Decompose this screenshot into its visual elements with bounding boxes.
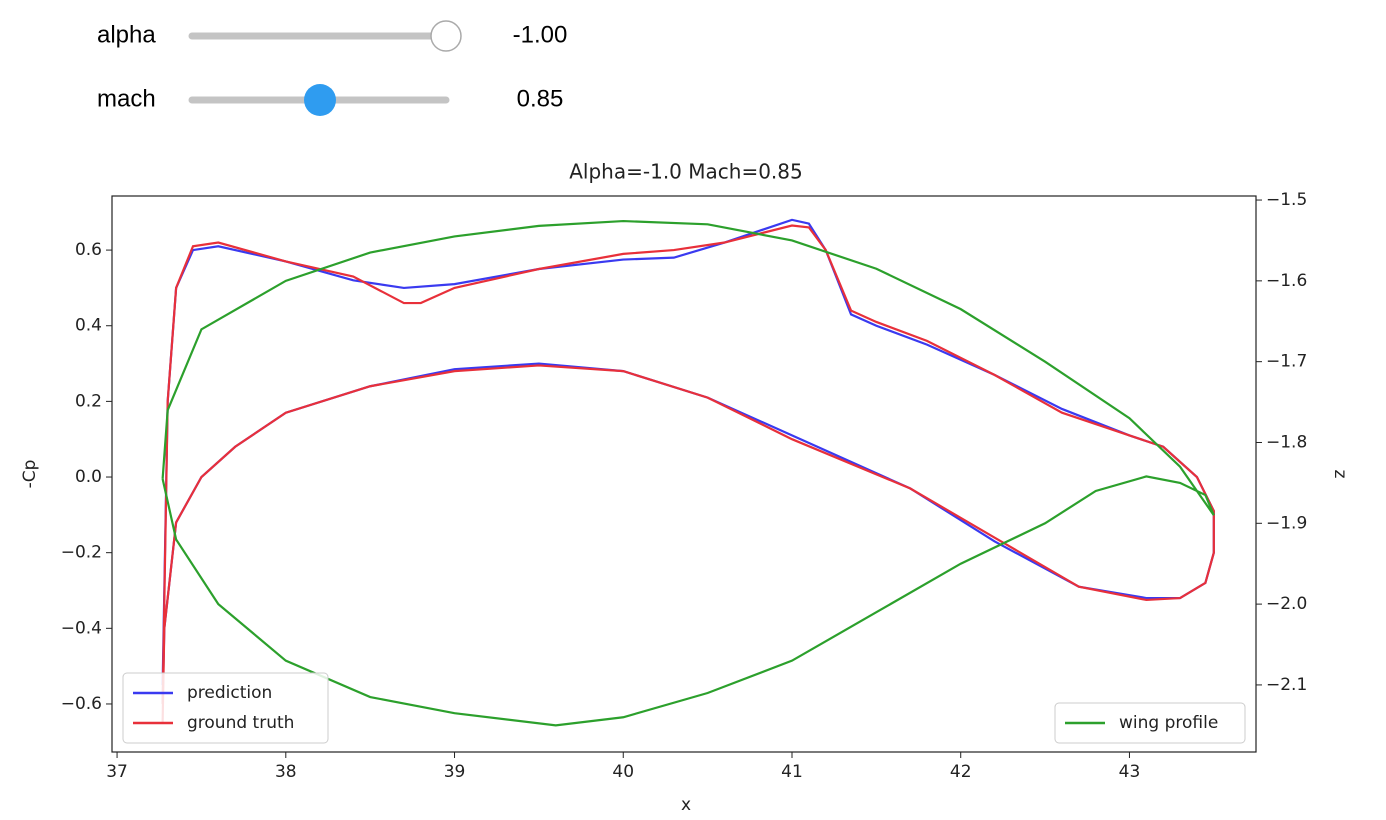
y-tick-label: 0.6 <box>75 240 102 260</box>
y-tick-label: 0.2 <box>75 391 102 411</box>
y-tick-label: −0.2 <box>61 543 102 563</box>
chart-title: Alpha=-1.0 Mach=0.85 <box>569 160 802 184</box>
x-tick-label: 43 <box>1119 762 1141 782</box>
slider-readout: 0.85 <box>517 85 564 112</box>
y2-tick-label: −1.7 <box>1266 352 1307 372</box>
data-line <box>161 219 1215 727</box>
y-tick-label: −0.6 <box>61 694 102 714</box>
y2-tick-label: −2.1 <box>1266 675 1307 695</box>
y2-tick-label: −1.6 <box>1266 271 1307 291</box>
y2-tick-label: −1.5 <box>1266 190 1307 210</box>
data-line <box>161 218 1215 704</box>
y2-tick-label: −2.0 <box>1266 594 1307 614</box>
y-tick-label: −0.4 <box>61 618 102 638</box>
slider-readout: -1.00 <box>513 21 568 48</box>
legend-label: ground truth <box>187 713 294 733</box>
y-tick-label: 0.4 <box>75 316 102 336</box>
x-tick-label: 39 <box>444 762 466 782</box>
y2-tick-label: −1.8 <box>1266 432 1307 452</box>
x-tick-label: 42 <box>950 762 972 782</box>
x-tick-label: 41 <box>781 762 803 782</box>
legend-box <box>1054 702 1246 744</box>
slider-handle[interactable] <box>430 20 462 52</box>
y-axis-label: -Cp <box>20 460 40 489</box>
x-tick-label: 40 <box>612 762 634 782</box>
y2-tick-label: −1.9 <box>1266 513 1307 533</box>
slider-handle[interactable] <box>304 84 336 116</box>
legend-box <box>122 672 329 744</box>
plot-frame <box>111 195 1257 753</box>
data-line <box>161 224 1215 723</box>
y-tick-label: 0.0 <box>75 467 102 487</box>
legend-label: wing profile <box>1119 713 1218 733</box>
x-tick-label: 37 <box>106 762 128 782</box>
slider-label: alpha <box>97 21 156 48</box>
legend-label: prediction <box>187 683 272 703</box>
slider-label: mach <box>97 85 156 112</box>
y2-axis-label: z <box>1330 470 1350 479</box>
x-tick-label: 38 <box>275 762 297 782</box>
x-axis-label: x <box>681 795 691 815</box>
